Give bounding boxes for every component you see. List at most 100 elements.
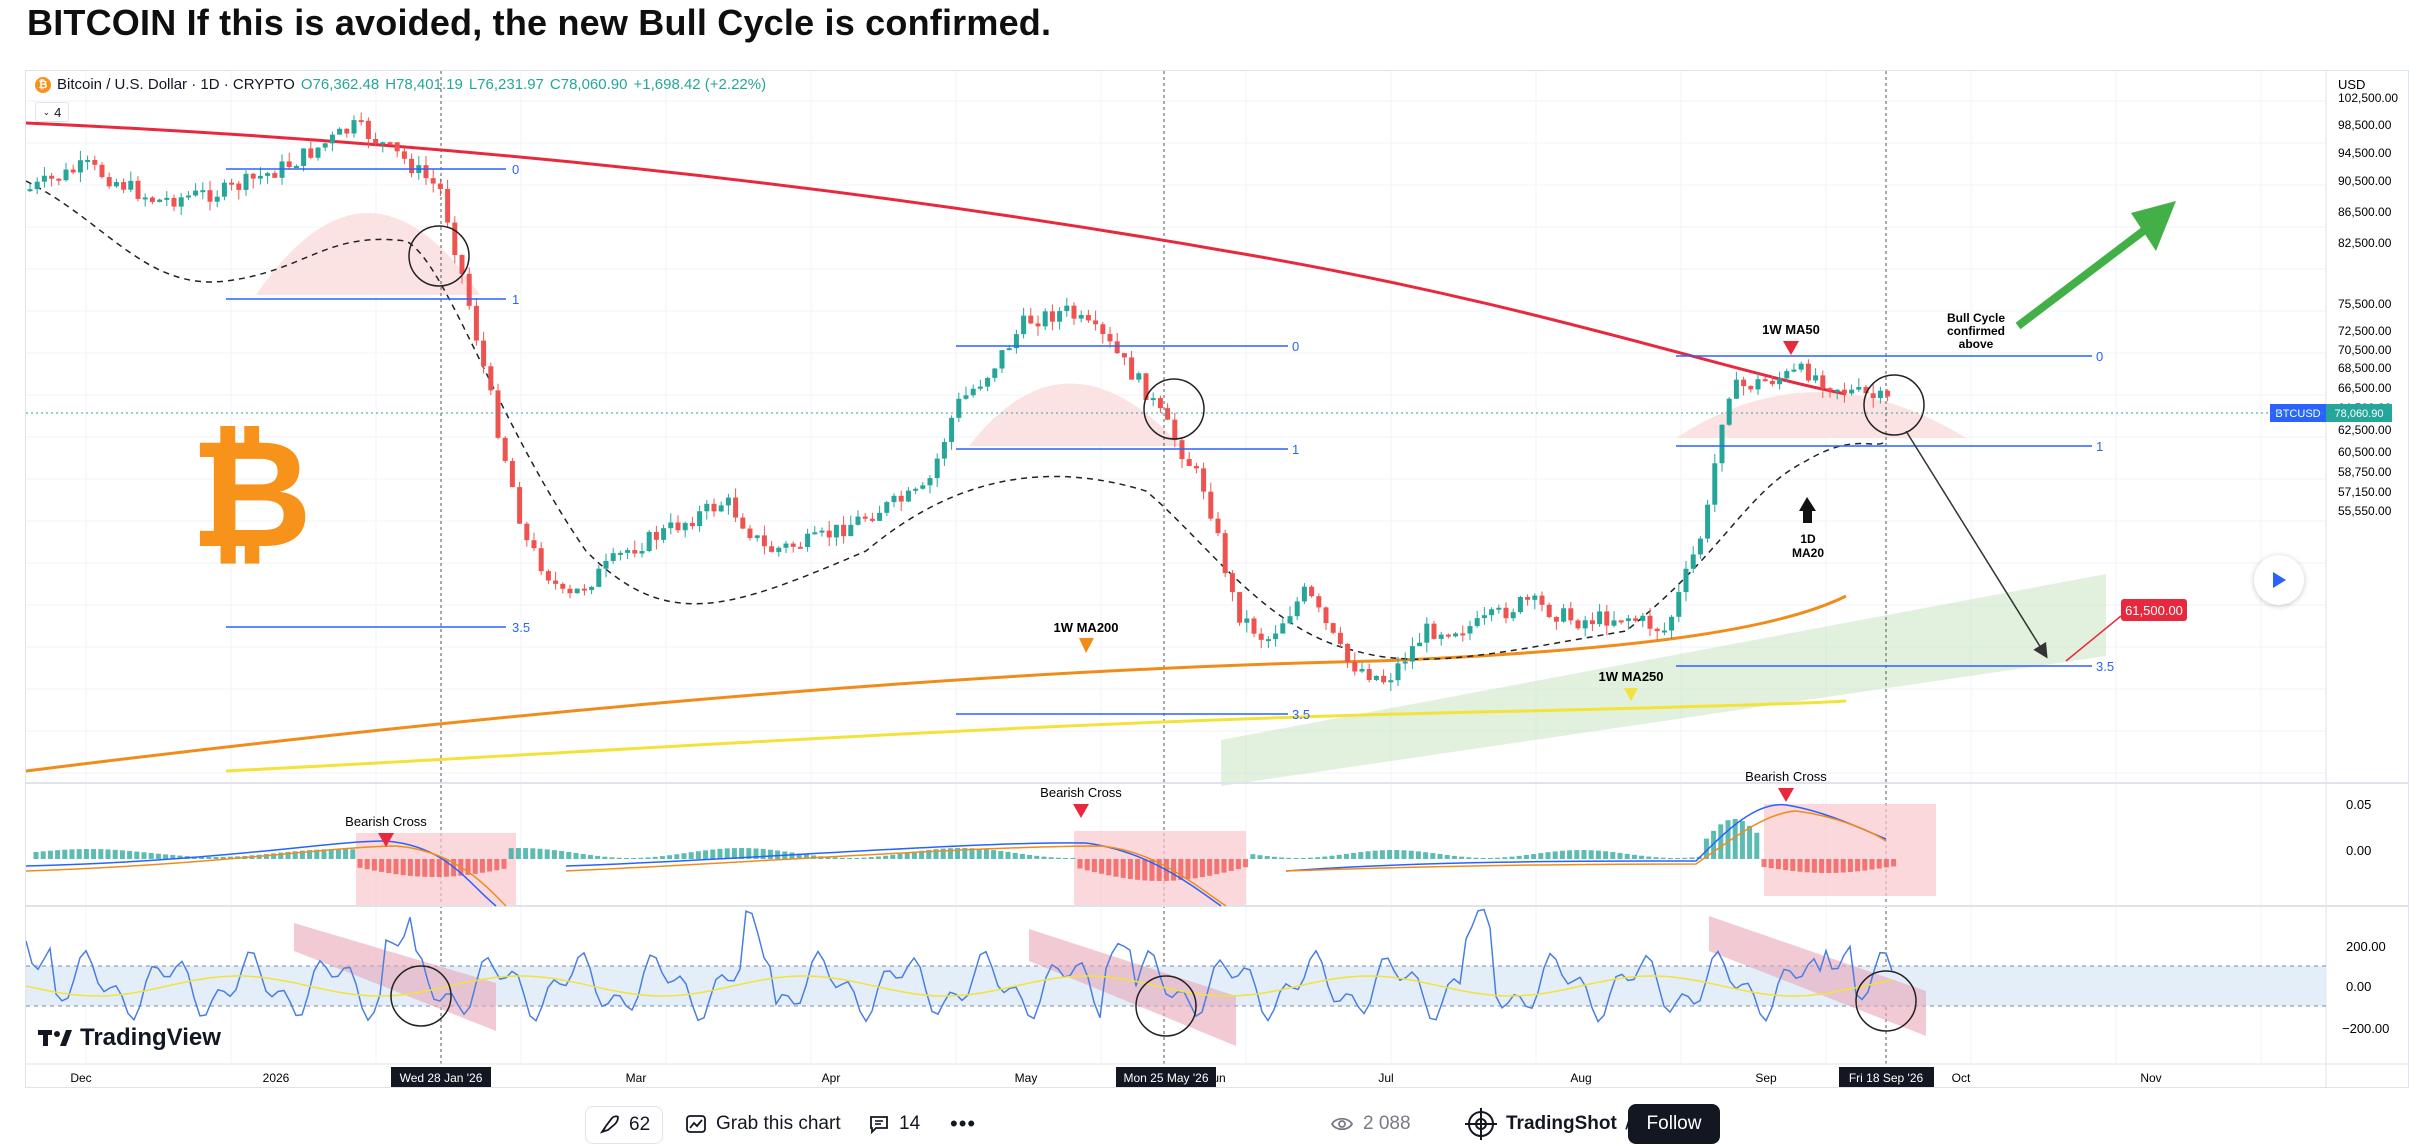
symbol-tag-label: BTCUSD <box>2275 408 2320 420</box>
follow-button[interactable]: Follow <box>1628 1104 1720 1144</box>
macd-bar <box>1444 854 1450 859</box>
candle-body <box>603 560 609 569</box>
bitcoin-logo-icon: ₿ <box>190 410 312 578</box>
tradingview-logo-icon <box>38 1030 72 1046</box>
macd-bar <box>1156 859 1162 881</box>
candle-body <box>1870 393 1876 399</box>
candle-body <box>1424 623 1430 643</box>
macd-bar <box>775 850 781 859</box>
macd-bar <box>371 859 377 871</box>
macd-bar <box>1271 856 1277 859</box>
play-button[interactable] <box>2254 555 2304 605</box>
macd-bar <box>292 851 298 859</box>
candle-body <box>797 546 803 549</box>
macd-bar <box>890 854 896 859</box>
candle-body <box>754 535 760 538</box>
candle-body <box>733 497 739 518</box>
macd-bar <box>1178 859 1184 881</box>
candle-body <box>1057 311 1063 322</box>
macd-bar <box>991 850 997 859</box>
grab-chart-button[interactable]: Grab this chart <box>685 1108 841 1140</box>
macd-bar <box>98 849 104 859</box>
macd-bar <box>479 859 485 873</box>
candle-body <box>740 517 746 529</box>
macd-bar <box>717 848 723 859</box>
macd-bar <box>587 855 593 859</box>
more-button[interactable]: ••• <box>950 1108 976 1140</box>
candle-body <box>1517 597 1523 613</box>
macd-bar <box>328 849 334 859</box>
macd-bar <box>1135 859 1141 880</box>
macd-bar <box>962 848 968 859</box>
macd-bar <box>134 851 140 859</box>
top-arc-2 <box>969 383 1181 446</box>
macd-bar <box>1041 856 1047 859</box>
macd-bar <box>1559 850 1565 859</box>
candle-body <box>171 197 177 207</box>
chart-panel[interactable]: 0 1 3.5 0 1 3.5 0 1 3.5 61,500.00 1W MA5… <box>25 70 2409 1088</box>
macd-bar <box>1732 819 1738 859</box>
candle-body <box>1777 378 1783 385</box>
tradingview-logo[interactable]: TradingView <box>38 1024 221 1052</box>
macd-bar <box>868 857 874 859</box>
macd-bar <box>1408 850 1414 859</box>
comments-button[interactable]: 14 <box>868 1108 920 1140</box>
macd-bar <box>667 855 673 859</box>
ohlc-change: +1,698.42 (+2.22%) <box>633 76 767 93</box>
macd-bar <box>415 859 421 877</box>
macd-bar <box>105 849 111 859</box>
candle-body <box>927 478 933 486</box>
candle-body <box>905 490 911 502</box>
down-arrow-icon <box>1778 788 1794 802</box>
macd-bar <box>1718 824 1724 859</box>
price-axis-labels: 102,500.00 98,500.00 94,500.00 90,500.00 86,… <box>2338 91 2398 518</box>
candle-body <box>1337 632 1343 644</box>
candle-body <box>718 505 724 512</box>
candle-body <box>567 588 573 594</box>
candlestick-series <box>27 112 1891 691</box>
macd-bar <box>393 859 399 875</box>
macd-bar <box>1293 857 1299 859</box>
rocket-icon <box>599 1115 619 1134</box>
candle-body <box>1834 389 1840 392</box>
macd-bar <box>285 851 291 859</box>
ohlc-open: O76,362.48 <box>300 76 380 93</box>
macd-bar <box>1113 859 1119 877</box>
macd-bar <box>933 849 939 859</box>
boost-button[interactable]: 62 <box>585 1106 664 1144</box>
candle-body <box>1445 634 1451 637</box>
candle-body <box>27 189 33 192</box>
macd-bar <box>1070 857 1076 859</box>
candle-body <box>1841 389 1847 394</box>
chart-canvas[interactable]: 0 1 3.5 0 1 3.5 0 1 3.5 61,500.00 1W MA5… <box>26 71 2408 1087</box>
macd-bar <box>141 852 147 859</box>
candle-body <box>682 522 688 531</box>
macd-bar <box>1646 856 1652 859</box>
macd-bar <box>1063 857 1069 859</box>
symbol-legend[interactable]: ₿ Bitcoin / U.S. Dollar · 1D · CRYPTO O7… <box>35 76 766 93</box>
macd-bar <box>1775 859 1781 870</box>
macd-bar <box>1127 859 1133 879</box>
macd-bar <box>746 848 752 859</box>
time-highlight-label: Fri 18 Sep '26 <box>1849 1071 1924 1085</box>
price-axis-label: 98,500.00 <box>2338 118 2392 132</box>
macd-bar <box>1869 859 1875 870</box>
macd-bar <box>1653 857 1659 859</box>
view-count: 2 088 <box>1363 1113 1411 1134</box>
candle-body <box>826 530 832 538</box>
price-axis-label: 70,500.00 <box>2338 343 2392 357</box>
macd-bar <box>767 849 773 859</box>
macd-bar <box>580 854 586 859</box>
macd-bar <box>1819 859 1825 873</box>
ohlc-high: H78,401.19 <box>385 76 463 93</box>
macd-bar <box>537 848 543 859</box>
candle-body <box>1510 612 1516 619</box>
macd-bar <box>1365 851 1371 859</box>
indicators-toggle[interactable]: ⌄ 4 <box>35 102 69 122</box>
macd-bar <box>1581 850 1587 859</box>
candle-body <box>625 550 631 553</box>
candle-body <box>1201 468 1207 492</box>
comment-count: 14 <box>899 1113 921 1134</box>
author-link[interactable]: TradingShot ⫽ <box>1465 1108 1634 1140</box>
macd-bar <box>904 852 910 859</box>
